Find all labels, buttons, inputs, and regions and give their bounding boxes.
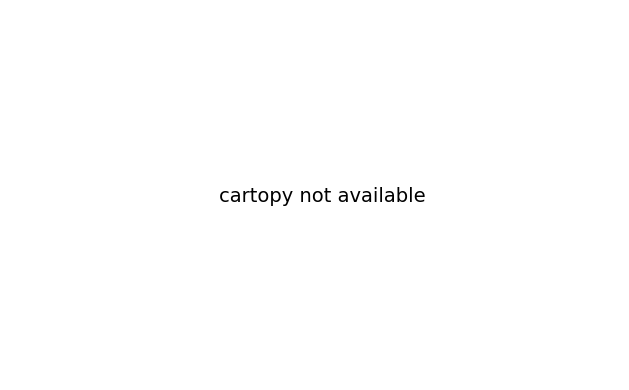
Text: cartopy not available: cartopy not available (219, 188, 426, 206)
